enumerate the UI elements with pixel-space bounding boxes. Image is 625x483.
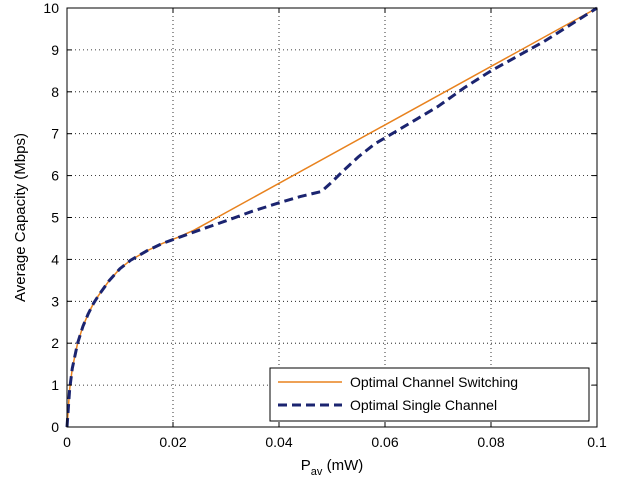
y-tick-label: 6 <box>51 168 59 184</box>
x-axis-label-subscript: av <box>311 466 323 478</box>
series-layer <box>65 6 598 428</box>
x-tick-label: 0.08 <box>477 434 504 450</box>
y-axis-label: Average Capacity (Mbps) <box>12 133 29 302</box>
x-axis-label-main: P <box>301 457 311 474</box>
axis-ticks <box>66 7 598 428</box>
grid-lines <box>67 8 597 427</box>
y-tick-label: 10 <box>43 0 59 16</box>
legend: Optimal Channel Switching Optimal Single… <box>269 367 590 422</box>
y-tick-label: 0 <box>51 419 59 435</box>
y-tick-label: 9 <box>51 42 59 58</box>
y-tick-label: 4 <box>51 251 59 267</box>
y-tick-label: 8 <box>51 84 59 100</box>
x-tick-label: 0.04 <box>265 434 292 450</box>
y-tick-label: 5 <box>51 210 59 226</box>
x-axis-label: Pav (mW) <box>301 457 363 478</box>
x-tick-label: 0.02 <box>159 434 186 450</box>
y-tick-label: 1 <box>51 377 59 393</box>
x-tick-label: 0 <box>63 434 71 450</box>
tick-labels: 0 0.02 0.04 0.06 0.08 0.1 0 1 2 3 4 5 6 7 8 9 10 <box>43 0 607 450</box>
y-tick-label: 7 <box>51 126 59 142</box>
legend-label-optimal-single-channel: Optimal Single Channel <box>350 397 497 413</box>
x-axis-label-unit: (mW) <box>322 457 363 474</box>
legend-label-optimal-channel-switching: Optimal Channel Switching <box>350 374 518 390</box>
y-tick-label: 2 <box>51 335 59 351</box>
legend-box <box>269 367 590 422</box>
series-line-optimal-single-channel <box>65 6 598 428</box>
y-tick-label: 3 <box>51 293 59 309</box>
x-tick-label: 0.1 <box>587 434 607 450</box>
x-tick-label: 0.06 <box>371 434 398 450</box>
